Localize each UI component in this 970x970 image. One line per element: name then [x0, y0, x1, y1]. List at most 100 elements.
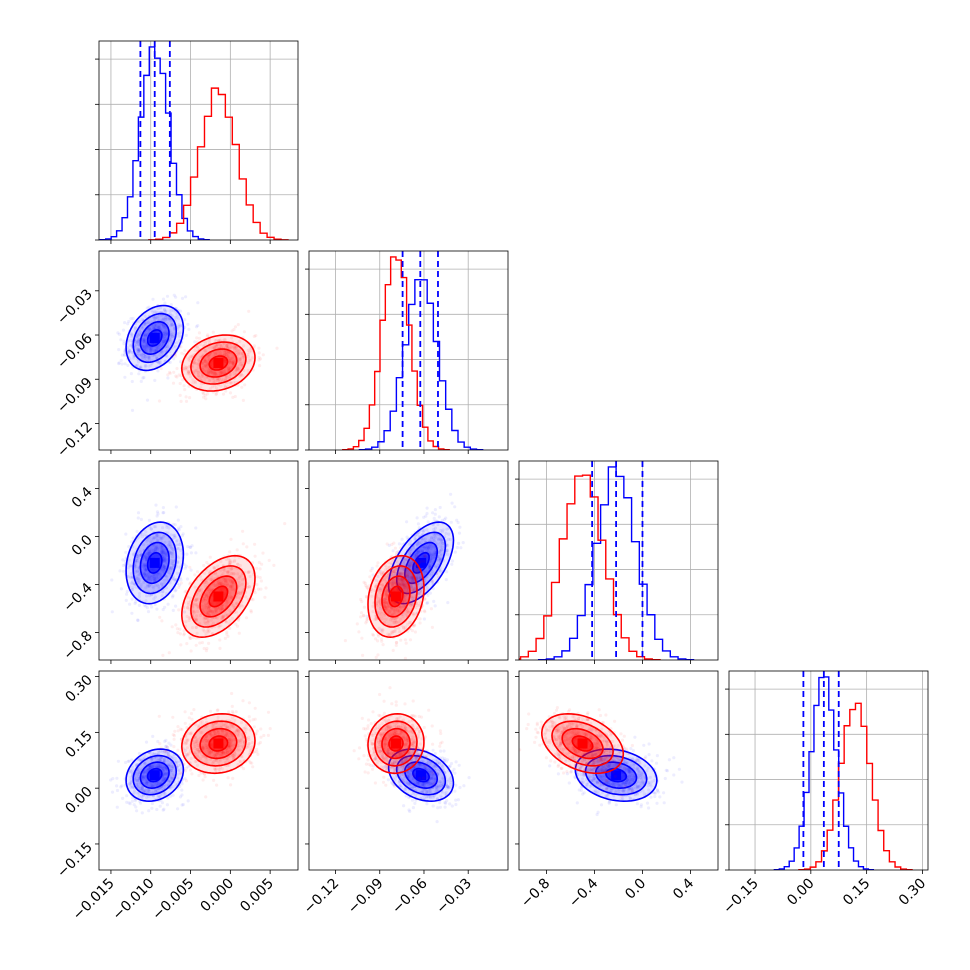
scatter-point: [163, 791, 167, 795]
scatter-point: [239, 362, 243, 366]
scatter-point: [115, 784, 119, 788]
scatter-point: [417, 590, 422, 594]
scatter-point: [167, 779, 171, 783]
scatter-point: [248, 719, 252, 723]
scatter-point: [163, 330, 167, 334]
scatter-point: [415, 571, 419, 575]
y-tick-label: −0.06: [54, 330, 96, 372]
scatter-point: [223, 369, 227, 373]
scatter-point: [249, 610, 253, 614]
scatter-point: [214, 370, 218, 374]
scatter-point: [147, 576, 151, 580]
scatter-point: [437, 515, 441, 519]
scatter-point: [138, 319, 142, 323]
scatter-point: [165, 525, 169, 529]
scatter-point: [143, 333, 147, 337]
scatter-point: [240, 590, 244, 594]
scatter-point: [132, 582, 136, 586]
scatter-point: [169, 533, 173, 537]
scatter-point: [410, 579, 415, 583]
scatter-point: [393, 609, 397, 613]
scatter-point: [384, 592, 388, 596]
scatter-point: [257, 358, 261, 362]
scatter-point: [173, 533, 177, 538]
scatter-point: [147, 577, 151, 582]
scatter-point: [161, 535, 165, 539]
scatter-point: [142, 774, 146, 778]
scatter-point: [186, 370, 190, 374]
scatter-point: [177, 317, 181, 321]
scatter-point: [165, 574, 169, 578]
scatter-point: [177, 763, 181, 768]
scatter-point: [193, 340, 197, 344]
scatter-point: [161, 784, 165, 788]
scatter-point: [402, 599, 406, 603]
scatter-point: [143, 788, 147, 792]
scatter-point: [405, 535, 409, 539]
scatter-point: [155, 807, 159, 812]
scatter-point: [159, 755, 163, 760]
scatter-point: [142, 338, 146, 342]
scatter-point: [145, 306, 149, 310]
scatter-point: [196, 373, 200, 377]
scatter-point: [130, 333, 134, 337]
scatter-point: [166, 373, 170, 377]
scatter-point: [191, 381, 195, 385]
scatter-point: [407, 549, 411, 553]
scatter-point: [139, 517, 143, 522]
y-tick-label: 0.0: [69, 532, 96, 559]
scatter-point: [201, 361, 205, 365]
scatter-point: [165, 294, 170, 298]
scatter-point: [149, 349, 153, 353]
scatter-point: [152, 316, 156, 320]
scatter-point: [410, 576, 414, 580]
scatter-point: [415, 550, 419, 555]
scatter-point: [439, 538, 443, 542]
scatter-point: [230, 361, 235, 365]
scatter-point: [416, 596, 420, 600]
scatter-point: [387, 573, 391, 577]
scatter-point: [134, 805, 138, 809]
scatter-point: [196, 371, 200, 375]
scatter-point: [228, 608, 232, 612]
panel-plot-area: [519, 461, 718, 660]
scatter-point: [225, 598, 230, 602]
scatter-point: [434, 535, 438, 539]
scatter-point: [393, 617, 397, 621]
scatter-point: [204, 375, 208, 379]
scatter-point: [235, 366, 240, 370]
scatter-point: [222, 614, 226, 618]
scatter-point: [197, 724, 201, 728]
scatter-point: [175, 760, 179, 765]
scatter-point: [169, 780, 173, 784]
scatter-point: [166, 751, 171, 755]
scatter-point: [205, 595, 209, 599]
scatter-point: [386, 632, 390, 636]
scatter-point: [404, 584, 408, 588]
scatter-point: [207, 371, 211, 375]
scatter-point: [137, 603, 141, 608]
scatter-point: [401, 579, 405, 583]
scatter-point: [405, 574, 410, 579]
scatter-point: [179, 763, 183, 767]
scatter-point: [210, 577, 214, 582]
scatter-point: [154, 348, 158, 352]
scatter-point: [257, 560, 261, 565]
scatter-point: [136, 782, 140, 786]
scatter-point: [224, 375, 228, 379]
scatter-point: [397, 626, 401, 630]
scatter-point: [400, 537, 404, 541]
scatter-point: [170, 323, 174, 327]
scatter-point: [152, 579, 156, 583]
scatter-point: [142, 340, 146, 344]
scatter-point: [435, 571, 439, 575]
scatter-point: [407, 542, 411, 546]
scatter-point: [178, 565, 182, 569]
scatter-point: [439, 544, 443, 549]
scatter-point: [143, 573, 147, 577]
scatter-point: [163, 326, 167, 330]
scatter-point: [220, 617, 224, 621]
scatter-point: [424, 544, 428, 549]
scatter-point: [230, 596, 234, 600]
scatter-point: [132, 356, 136, 360]
